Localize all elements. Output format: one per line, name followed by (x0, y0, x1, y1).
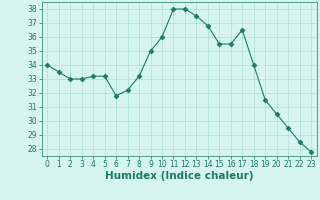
X-axis label: Humidex (Indice chaleur): Humidex (Indice chaleur) (105, 171, 253, 181)
